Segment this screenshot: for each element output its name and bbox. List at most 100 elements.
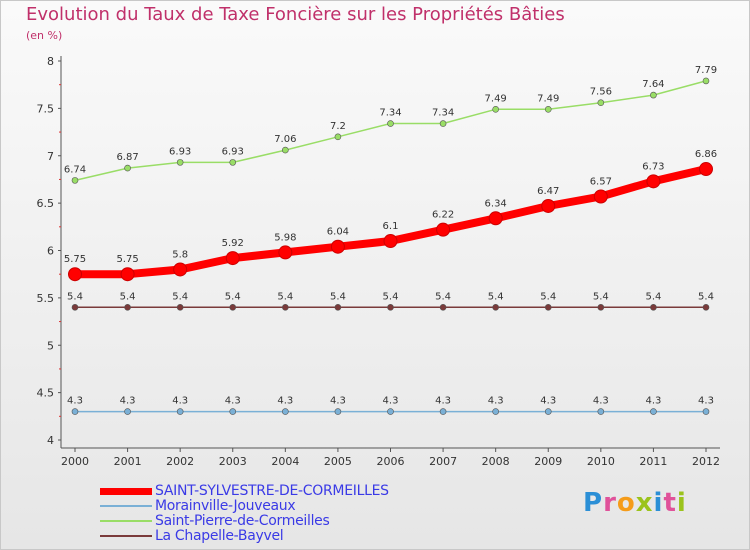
legend-label: SAINT-SYLVESTRE-DE-CORMEILLES — [155, 483, 389, 499]
data-point — [597, 408, 605, 415]
data-label: 7.56 — [590, 87, 612, 98]
chart-subtitle: (en %) — [26, 29, 63, 42]
chart-title: Evolution du Taux de Taxe Foncière sur l… — [26, 4, 565, 25]
data-point — [646, 174, 661, 189]
x-tick-label: 2008 — [482, 455, 510, 468]
data-label: 6.1 — [383, 221, 399, 232]
x-tick-label: 2005 — [324, 455, 352, 468]
data-point — [492, 106, 499, 113]
data-point — [436, 222, 451, 237]
data-point — [650, 408, 657, 415]
x-tick-label: 2000 — [61, 455, 89, 468]
data-point — [650, 91, 657, 99]
data-point — [68, 267, 82, 282]
data-label: 5.4 — [120, 291, 136, 302]
x-tick-label: 2004 — [271, 455, 299, 468]
x-tick-label: 2012 — [692, 455, 720, 468]
data-label: 4.3 — [120, 396, 136, 407]
data-point — [176, 408, 184, 415]
data-point — [334, 133, 342, 141]
data-label: 5.4 — [277, 291, 293, 302]
data-label: 6.87 — [116, 152, 138, 163]
data-point — [544, 304, 552, 311]
data-label: 4.3 — [488, 396, 504, 407]
data-point — [225, 251, 240, 266]
data-point — [124, 304, 131, 311]
data-point — [488, 211, 503, 226]
logo-letter: o — [616, 488, 636, 518]
data-point — [71, 304, 79, 311]
legend-label: La Chapelle-Bayvel — [155, 528, 284, 544]
data-point — [702, 408, 710, 415]
data-label: 5.98 — [274, 232, 296, 243]
data-label: 5.4 — [225, 291, 241, 302]
data-label: 5.92 — [222, 238, 244, 249]
data-label: 4.3 — [277, 396, 293, 407]
x-tick-label: 2002 — [166, 455, 194, 468]
data-point — [492, 408, 499, 415]
y-tick-label: 6.5 — [37, 197, 55, 210]
data-point — [544, 408, 552, 415]
data-point — [278, 245, 293, 260]
x-tick-label: 2003 — [219, 455, 247, 468]
data-label: 6.73 — [642, 161, 664, 172]
data-point — [334, 304, 342, 311]
data-label: 5.4 — [698, 291, 714, 302]
data-label: 4.3 — [593, 396, 609, 407]
data-point — [387, 304, 394, 311]
data-label: 4.3 — [172, 396, 188, 407]
data-point — [71, 177, 79, 184]
data-label: 6.86 — [695, 149, 717, 160]
data-point — [176, 304, 184, 311]
data-point — [650, 304, 657, 311]
data-point — [702, 77, 710, 85]
logo-letter: r — [603, 488, 617, 518]
data-label: 4.3 — [540, 396, 556, 407]
data-point — [229, 159, 237, 166]
data-point — [229, 304, 237, 311]
data-label: 7.34 — [379, 108, 401, 119]
data-label: 5.4 — [488, 291, 504, 302]
data-point — [383, 234, 398, 249]
data-label: 5.4 — [593, 291, 609, 302]
data-label: 4.3 — [435, 396, 451, 407]
data-point — [387, 120, 394, 127]
data-point — [439, 408, 447, 415]
data-point — [597, 99, 605, 106]
data-label: 5.8 — [172, 249, 188, 260]
logo-letter: P — [583, 488, 604, 518]
data-point — [699, 162, 713, 177]
logo-letter: i — [676, 488, 687, 518]
data-label: 4.3 — [330, 396, 346, 407]
data-point — [702, 304, 710, 311]
data-point — [71, 408, 79, 415]
y-tick-label: 5 — [47, 339, 54, 352]
y-tick-label: 5.5 — [37, 292, 55, 305]
x-tick-label: 2011 — [639, 455, 667, 468]
data-point — [229, 408, 237, 415]
data-point — [439, 304, 447, 311]
data-label: 7.2 — [330, 121, 346, 132]
y-tick-label: 7.5 — [37, 102, 55, 115]
y-tick-label: 6 — [47, 245, 54, 258]
data-point — [124, 408, 131, 415]
data-label: 4.3 — [645, 396, 661, 407]
data-point — [544, 106, 552, 113]
data-point — [492, 304, 499, 311]
data-point — [439, 120, 447, 127]
proxiti-logo: Proxiti — [583, 488, 687, 518]
data-label: 5.75 — [116, 254, 138, 265]
data-label: 5.4 — [645, 291, 661, 302]
legend-label: Morainville-Jouveaux — [155, 498, 296, 514]
data-label: 6.93 — [222, 146, 244, 157]
data-label: 4.3 — [225, 396, 241, 407]
data-point — [282, 304, 289, 311]
data-label: 7.79 — [695, 65, 717, 76]
data-label: 7.64 — [642, 79, 664, 90]
data-label: 5.75 — [64, 254, 86, 265]
x-tick-label: 2001 — [114, 455, 142, 468]
data-point — [334, 408, 342, 415]
data-label: 6.04 — [327, 227, 349, 238]
x-tick-label: 2009 — [534, 455, 562, 468]
